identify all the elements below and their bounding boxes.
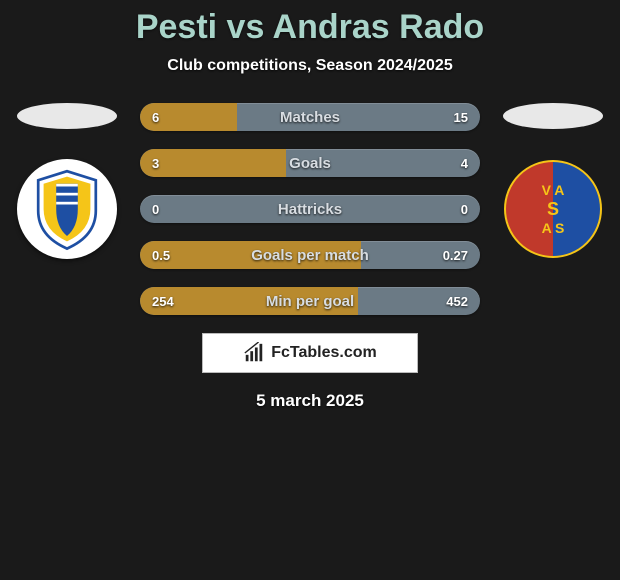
stat-bar: 254Min per goal452 — [140, 287, 480, 315]
watermark-text: FcTables.com — [271, 344, 377, 362]
stat-label: Goals per match — [140, 241, 480, 269]
right-player-column: V A S A S — [498, 103, 608, 259]
left-shadow-ellipse — [17, 103, 117, 129]
bar-chart-icon — [243, 342, 265, 364]
page-title: Pesti vs Andras Rado — [0, 8, 620, 47]
watermark-badge: FcTables.com — [202, 333, 418, 373]
club-badge-icon: V A S A S — [503, 159, 603, 259]
main-row: 6Matches15 3Goals4 0Hattricks0 0.5Goals per… — [0, 103, 620, 315]
stat-label: Goals — [140, 149, 480, 177]
left-player-column — [12, 103, 122, 259]
right-shadow-ellipse — [503, 103, 603, 129]
svg-text:S: S — [547, 199, 559, 219]
stat-label: Hattricks — [140, 195, 480, 223]
right-club-crest: V A S A S — [503, 159, 603, 259]
stat-bar: 0Hattricks0 — [140, 195, 480, 223]
date-label: 5 march 2025 — [0, 391, 620, 411]
stat-right-value: 15 — [454, 103, 468, 131]
stat-bar: 0.5Goals per match0.27 — [140, 241, 480, 269]
stats-column: 6Matches15 3Goals4 0Hattricks0 0.5Goals per… — [140, 103, 480, 315]
stat-bar: 3Goals4 — [140, 149, 480, 177]
subtitle: Club competitions, Season 2024/2025 — [0, 57, 620, 75]
shield-icon — [22, 164, 112, 254]
stat-right-value: 0 — [461, 195, 468, 223]
stat-right-value: 4 — [461, 149, 468, 177]
stat-right-value: 452 — [446, 287, 468, 315]
svg-text:V A: V A — [542, 182, 565, 198]
left-club-crest — [17, 159, 117, 259]
stat-label: Matches — [140, 103, 480, 131]
stat-bar: 6Matches15 — [140, 103, 480, 131]
stat-label: Min per goal — [140, 287, 480, 315]
svg-text:A S: A S — [542, 220, 565, 236]
comparison-infographic: Pesti vs Andras Rado Club competitions, … — [0, 0, 620, 411]
stat-right-value: 0.27 — [443, 241, 468, 269]
